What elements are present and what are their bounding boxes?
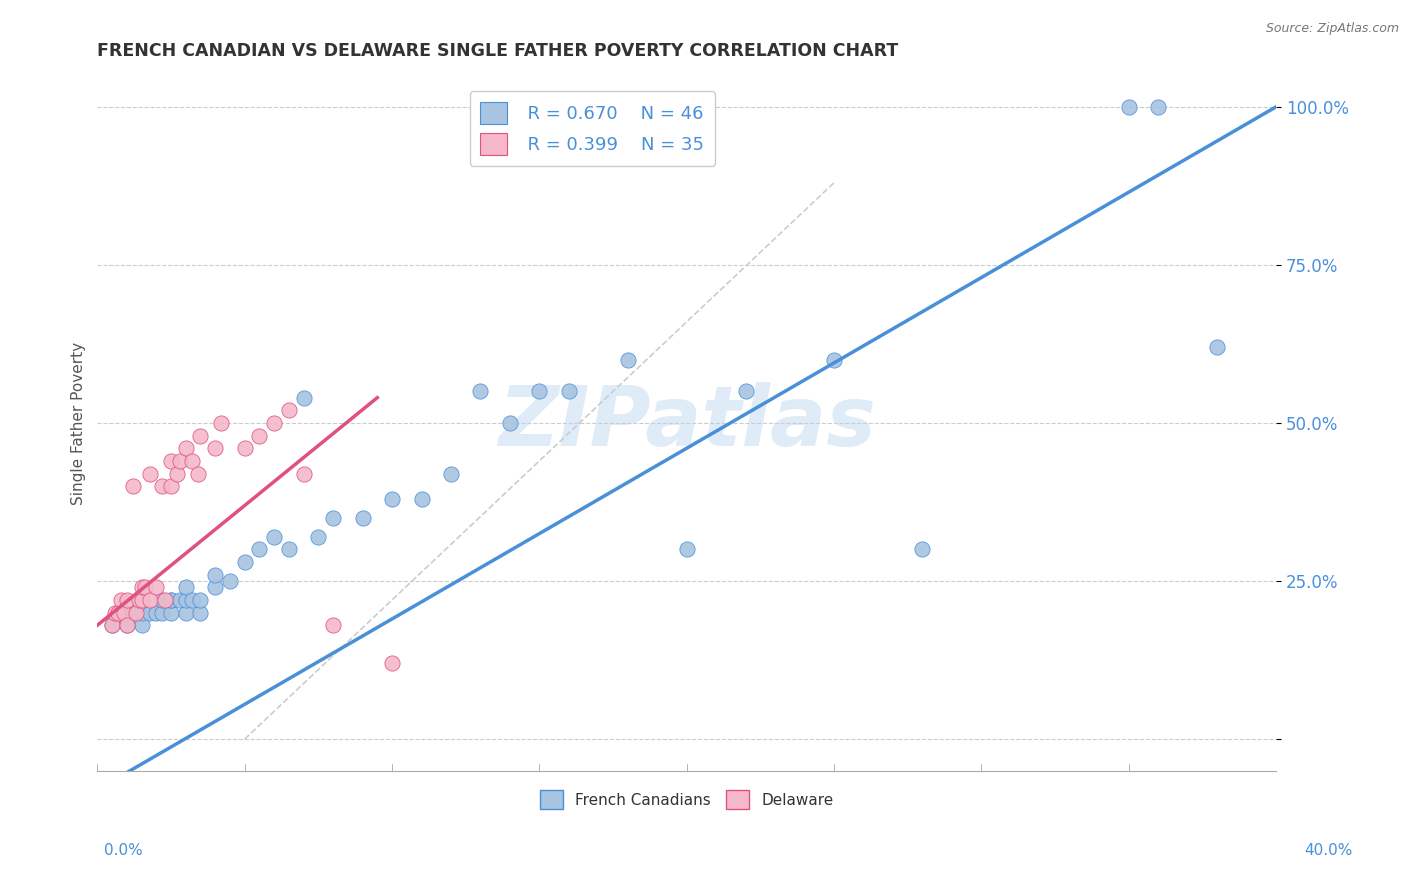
Point xyxy=(292,467,315,481)
Point xyxy=(190,606,212,620)
Point xyxy=(209,416,232,430)
Point xyxy=(470,384,492,399)
Point xyxy=(115,618,138,632)
Point xyxy=(249,428,271,442)
Legend: French Canadians, Delaware: French Canadians, Delaware xyxy=(534,784,839,815)
Point xyxy=(174,580,197,594)
Point xyxy=(131,618,153,632)
Point xyxy=(104,606,127,620)
Y-axis label: Single Father Poverty: Single Father Poverty xyxy=(72,342,86,505)
Point xyxy=(153,593,176,607)
Point xyxy=(160,454,183,468)
Point xyxy=(734,384,756,399)
Text: 0.0%: 0.0% xyxy=(104,843,143,858)
Point xyxy=(160,479,183,493)
Point xyxy=(219,574,242,588)
Point xyxy=(131,606,153,620)
Point xyxy=(150,606,173,620)
Text: FRENCH CANADIAN VS DELAWARE SINGLE FATHER POVERTY CORRELATION CHART: FRENCH CANADIAN VS DELAWARE SINGLE FATHE… xyxy=(97,42,898,60)
Point xyxy=(381,657,404,671)
Point xyxy=(134,580,156,594)
Text: Source: ZipAtlas.com: Source: ZipAtlas.com xyxy=(1265,22,1399,36)
Point xyxy=(911,542,934,557)
Point xyxy=(131,593,153,607)
Text: ZIPatlas: ZIPatlas xyxy=(498,383,876,464)
Point xyxy=(107,606,129,620)
Point xyxy=(263,530,285,544)
Point xyxy=(174,606,197,620)
Point xyxy=(145,580,167,594)
Point xyxy=(292,391,315,405)
Point xyxy=(160,593,183,607)
Point xyxy=(675,542,697,557)
Point xyxy=(204,567,226,582)
Point xyxy=(1118,100,1140,114)
Point xyxy=(190,593,212,607)
Point xyxy=(1147,100,1170,114)
Point xyxy=(233,555,256,569)
Point xyxy=(307,530,329,544)
Point xyxy=(124,606,146,620)
Point xyxy=(139,593,162,607)
Point xyxy=(1206,340,1229,354)
Point xyxy=(440,467,463,481)
Point xyxy=(101,618,124,632)
Point xyxy=(121,606,143,620)
Point xyxy=(115,618,138,632)
Point xyxy=(110,593,132,607)
Point xyxy=(166,467,188,481)
Point xyxy=(204,442,226,456)
Point xyxy=(411,491,433,506)
Point xyxy=(169,454,191,468)
Point xyxy=(139,467,162,481)
Point xyxy=(249,542,271,557)
Point xyxy=(499,416,522,430)
Point xyxy=(169,593,191,607)
Point xyxy=(128,593,150,607)
Point xyxy=(110,606,132,620)
Point xyxy=(131,580,153,594)
Text: 40.0%: 40.0% xyxy=(1305,843,1353,858)
Point xyxy=(823,352,845,367)
Point xyxy=(233,442,256,456)
Point xyxy=(160,606,183,620)
Point xyxy=(160,593,183,607)
Point xyxy=(101,618,124,632)
Point xyxy=(190,428,212,442)
Point xyxy=(204,580,226,594)
Point xyxy=(150,593,173,607)
Point xyxy=(277,403,299,417)
Point xyxy=(187,467,209,481)
Point xyxy=(529,384,551,399)
Point xyxy=(180,454,202,468)
Point xyxy=(381,491,404,506)
Point xyxy=(558,384,581,399)
Point xyxy=(174,442,197,456)
Point xyxy=(145,606,167,620)
Point xyxy=(174,593,197,607)
Point xyxy=(322,618,344,632)
Point xyxy=(263,416,285,430)
Point xyxy=(180,593,202,607)
Point xyxy=(617,352,640,367)
Point xyxy=(121,479,143,493)
Point xyxy=(139,606,162,620)
Point xyxy=(115,593,138,607)
Point xyxy=(277,542,299,557)
Point xyxy=(150,479,173,493)
Point xyxy=(112,606,135,620)
Point xyxy=(322,510,344,524)
Point xyxy=(352,510,374,524)
